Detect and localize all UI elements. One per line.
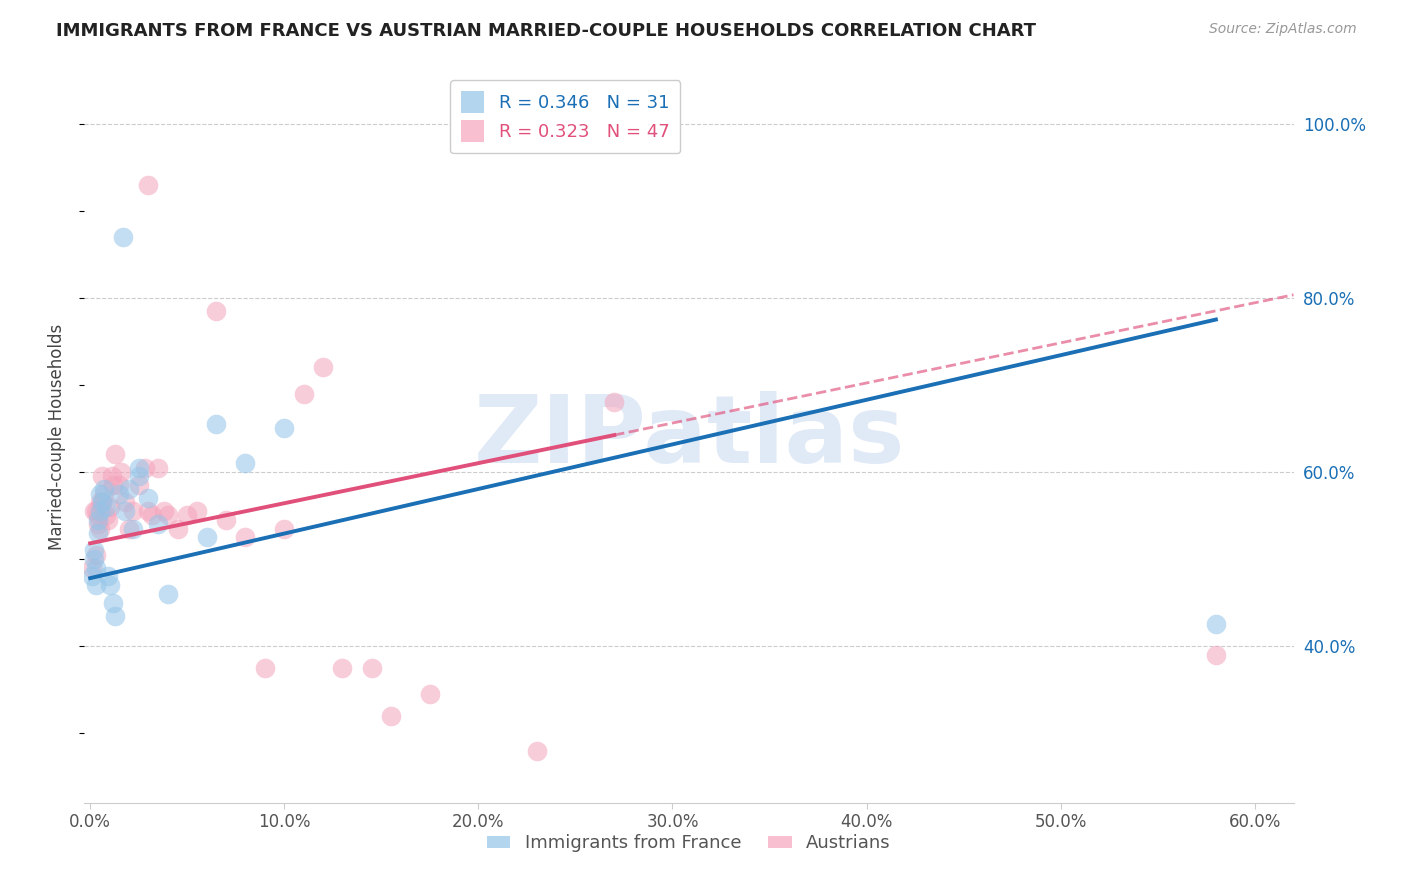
Point bbox=[118, 521, 141, 535]
Point bbox=[84, 560, 107, 574]
Point bbox=[89, 521, 111, 535]
Point bbox=[526, 743, 548, 757]
Point bbox=[156, 508, 179, 523]
Point bbox=[82, 560, 104, 574]
Text: Source: ZipAtlas.com: Source: ZipAtlas.com bbox=[1209, 22, 1357, 37]
Point bbox=[108, 478, 131, 492]
Point bbox=[195, 530, 218, 544]
Point bbox=[360, 661, 382, 675]
Point bbox=[128, 469, 150, 483]
Point bbox=[87, 517, 110, 532]
Text: IMMIGRANTS FROM FRANCE VS AUSTRIAN MARRIED-COUPLE HOUSEHOLDS CORRELATION CHART: IMMIGRANTS FROM FRANCE VS AUSTRIAN MARRI… bbox=[56, 22, 1036, 40]
Point bbox=[84, 548, 107, 562]
Point bbox=[89, 486, 111, 500]
Point bbox=[104, 608, 127, 623]
Point bbox=[97, 569, 120, 583]
Point bbox=[138, 178, 160, 192]
Point bbox=[156, 587, 179, 601]
Point bbox=[419, 687, 441, 701]
Point bbox=[83, 543, 105, 558]
Point bbox=[97, 513, 120, 527]
Y-axis label: Married-couple Households: Married-couple Households bbox=[48, 324, 66, 550]
Point bbox=[103, 595, 125, 609]
Point bbox=[122, 521, 145, 535]
Point bbox=[90, 469, 112, 483]
Point bbox=[90, 495, 112, 509]
Point bbox=[312, 360, 335, 375]
Point bbox=[103, 478, 125, 492]
Point bbox=[98, 578, 121, 592]
Point bbox=[104, 448, 127, 462]
Text: ZIPatlas: ZIPatlas bbox=[474, 391, 904, 483]
Point bbox=[87, 513, 110, 527]
Point bbox=[100, 469, 122, 483]
Point bbox=[146, 517, 169, 532]
Point bbox=[82, 569, 104, 583]
Legend: Immigrants from France, Austrians: Immigrants from France, Austrians bbox=[479, 827, 898, 860]
Point bbox=[89, 504, 111, 518]
Point bbox=[205, 303, 228, 318]
Point bbox=[134, 460, 156, 475]
Point bbox=[128, 478, 150, 492]
Point bbox=[153, 504, 176, 518]
Point bbox=[87, 525, 110, 540]
Point bbox=[146, 460, 169, 475]
Point bbox=[235, 530, 257, 544]
Point bbox=[273, 421, 295, 435]
Point bbox=[98, 500, 121, 514]
Point bbox=[112, 229, 135, 244]
Point bbox=[93, 486, 115, 500]
Point bbox=[186, 504, 208, 518]
Point bbox=[603, 395, 626, 409]
Point bbox=[94, 500, 117, 514]
Point bbox=[118, 483, 141, 497]
Point bbox=[380, 708, 402, 723]
Point bbox=[114, 495, 136, 509]
Point bbox=[87, 508, 110, 523]
Point bbox=[253, 661, 276, 675]
Point bbox=[1205, 617, 1227, 632]
Point bbox=[166, 521, 188, 535]
Point bbox=[84, 504, 107, 518]
Point bbox=[1205, 648, 1227, 662]
Point bbox=[94, 508, 117, 523]
Point bbox=[108, 486, 131, 500]
Point bbox=[83, 552, 105, 566]
Point bbox=[138, 491, 160, 505]
Point bbox=[273, 521, 295, 535]
Point bbox=[138, 504, 160, 518]
Point bbox=[332, 661, 354, 675]
Point bbox=[292, 386, 315, 401]
Point bbox=[215, 513, 238, 527]
Point bbox=[90, 495, 112, 509]
Point bbox=[176, 508, 198, 523]
Point bbox=[235, 456, 257, 470]
Point bbox=[141, 508, 163, 523]
Point bbox=[110, 465, 132, 479]
Point bbox=[122, 504, 145, 518]
Point bbox=[83, 504, 105, 518]
Point bbox=[114, 504, 136, 518]
Point bbox=[89, 495, 111, 509]
Point bbox=[205, 417, 228, 431]
Point bbox=[93, 483, 115, 497]
Point bbox=[84, 578, 107, 592]
Point bbox=[128, 460, 150, 475]
